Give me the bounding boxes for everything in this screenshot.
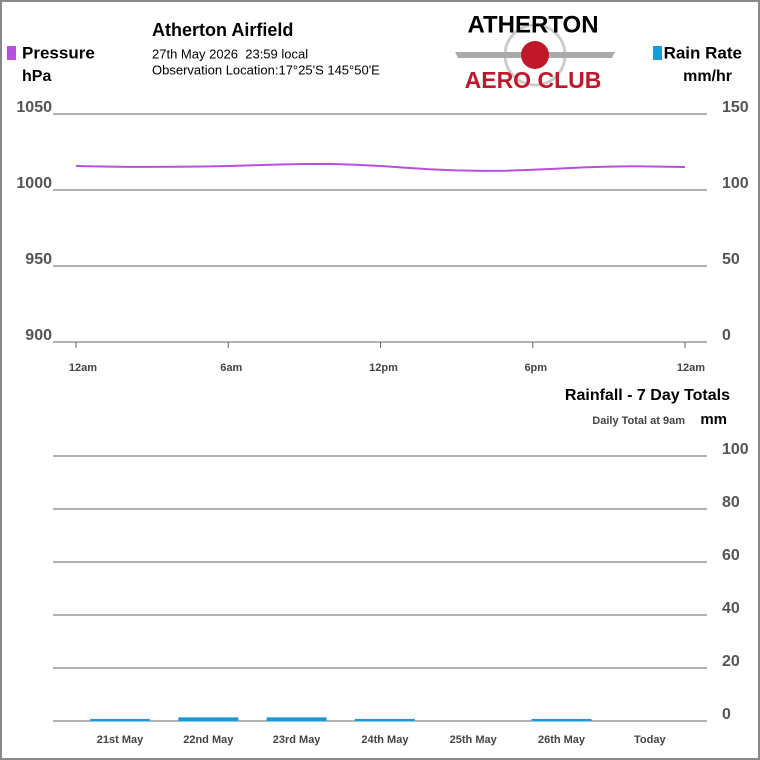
x-tick-label: 6am xyxy=(220,362,242,374)
legend-swatch xyxy=(7,46,16,60)
logo: ATHERTON AERO CLUB xyxy=(455,11,615,93)
x-tick-label: 12am xyxy=(677,362,705,374)
y-tick-label: 20 xyxy=(722,653,740,670)
y-tick-label: 950 xyxy=(25,251,52,268)
y2-tick-label: 150 xyxy=(722,99,749,116)
x-tick-label: 24th May xyxy=(361,734,409,746)
legend-label: Rain Rate xyxy=(664,43,742,62)
y-tick-label: 80 xyxy=(722,494,740,511)
logo-top: ATHERTON xyxy=(467,11,598,38)
x-tick-label: Today xyxy=(634,734,666,746)
y2-tick-label: 50 xyxy=(722,251,740,268)
axis-unit: mm/hr xyxy=(683,68,732,85)
y-tick-label: 40 xyxy=(722,600,740,617)
x-tick-label: 6pm xyxy=(524,362,547,374)
y-tick-label: 60 xyxy=(722,547,740,564)
legend-swatch xyxy=(653,46,662,60)
x-tick-label: 12pm xyxy=(369,362,398,374)
x-tick-label: 21st May xyxy=(97,734,144,746)
x-tick-label: 23rd May xyxy=(273,734,322,746)
bar xyxy=(178,717,239,722)
chart-subtitle: Daily Total at 9am xyxy=(592,415,685,427)
y-tick-label: 1050 xyxy=(16,99,52,116)
axis-unit: mm xyxy=(700,411,727,428)
station-title: Atherton Airfield xyxy=(152,20,293,40)
x-tick-label: 12am xyxy=(69,362,97,374)
pressure-line xyxy=(75,162,686,172)
y2-tick-label: 0 xyxy=(722,327,731,344)
y-tick-label: 100 xyxy=(722,441,749,458)
datetime: 27th May 2026 23:59 local xyxy=(152,46,308,61)
bar xyxy=(90,718,150,722)
logo-bottom: AERO CLUB xyxy=(465,67,602,93)
location: Observation Location:17°25'S 145°50'E xyxy=(152,62,380,77)
x-tick-label: 22nd May xyxy=(183,734,234,746)
x-tick-label: 26th May xyxy=(538,734,586,746)
y-tick-label: 1000 xyxy=(16,175,52,192)
axis-unit: hPa xyxy=(22,68,51,85)
chart-title: Rainfall - 7 Day Totals xyxy=(565,387,730,404)
x-tick-label: 25th May xyxy=(450,734,498,746)
bar xyxy=(531,718,592,722)
y-tick-label: 900 xyxy=(25,327,52,344)
y2-tick-label: 100 xyxy=(722,175,749,192)
bar xyxy=(354,718,415,722)
bar xyxy=(266,717,327,722)
y-tick-label: 0 xyxy=(722,706,731,723)
legend-label: Pressure xyxy=(22,43,95,62)
